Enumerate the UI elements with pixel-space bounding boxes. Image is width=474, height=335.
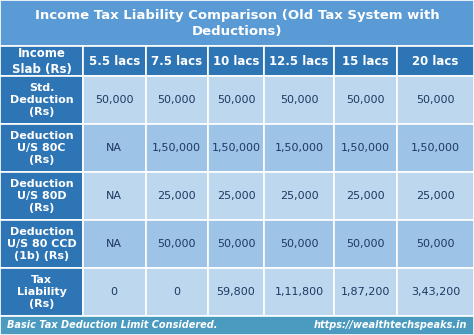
Bar — [264, 268, 334, 316]
Text: 59,800: 59,800 — [217, 287, 255, 297]
Text: 1,50,000: 1,50,000 — [152, 143, 201, 153]
Text: NA: NA — [106, 191, 122, 201]
Bar — [334, 124, 397, 172]
Text: 50,000: 50,000 — [157, 239, 196, 249]
Bar — [208, 46, 264, 76]
Text: 1,11,800: 1,11,800 — [274, 287, 324, 297]
Text: 1,50,000: 1,50,000 — [411, 143, 460, 153]
Text: 1,87,200: 1,87,200 — [341, 287, 390, 297]
Text: 50,000: 50,000 — [217, 239, 255, 249]
Text: 12.5 lacs: 12.5 lacs — [269, 55, 328, 68]
Bar — [334, 172, 397, 220]
Bar — [264, 124, 334, 172]
Bar — [83, 76, 146, 124]
Bar — [334, 220, 397, 268]
Text: 15 lacs: 15 lacs — [342, 55, 389, 68]
Text: 50,000: 50,000 — [280, 95, 319, 105]
Bar — [83, 172, 146, 220]
Text: 50,000: 50,000 — [416, 95, 455, 105]
Text: NA: NA — [106, 239, 122, 249]
Text: Income
Slab (Rs): Income Slab (Rs) — [11, 47, 72, 76]
Bar — [264, 172, 334, 220]
Bar — [397, 124, 474, 172]
Text: Deduction
U/S 80 CCD
(1b) (Rs): Deduction U/S 80 CCD (1b) (Rs) — [7, 227, 76, 261]
Bar — [397, 220, 474, 268]
Text: 50,000: 50,000 — [346, 95, 385, 105]
Text: 20 lacs: 20 lacs — [412, 55, 458, 68]
Text: 0: 0 — [111, 287, 118, 297]
Text: 3,43,200: 3,43,200 — [411, 287, 460, 297]
Text: Deduction
U/S 80D
(Rs): Deduction U/S 80D (Rs) — [9, 179, 73, 213]
Text: Basic Tax Deduction Limit Considered.: Basic Tax Deduction Limit Considered. — [7, 320, 218, 330]
Bar — [397, 268, 474, 316]
Text: 25,000: 25,000 — [416, 191, 455, 201]
Text: 10 lacs: 10 lacs — [213, 55, 259, 68]
Bar — [0, 76, 83, 124]
Bar — [0, 316, 474, 335]
Text: 50,000: 50,000 — [346, 239, 385, 249]
Bar — [208, 172, 264, 220]
Text: 50,000: 50,000 — [280, 239, 319, 249]
Text: 25,000: 25,000 — [217, 191, 255, 201]
Text: 50,000: 50,000 — [95, 95, 134, 105]
Bar — [264, 46, 334, 76]
Bar — [208, 268, 264, 316]
Text: Tax
Liability
(Rs): Tax Liability (Rs) — [17, 275, 66, 309]
Text: NA: NA — [106, 143, 122, 153]
Bar — [264, 76, 334, 124]
Text: 25,000: 25,000 — [280, 191, 319, 201]
Bar — [397, 46, 474, 76]
Bar — [397, 76, 474, 124]
Bar — [0, 220, 83, 268]
Bar — [0, 268, 83, 316]
Bar — [0, 0, 474, 46]
Text: 1,50,000: 1,50,000 — [274, 143, 324, 153]
Bar — [0, 46, 83, 76]
Bar — [83, 46, 146, 76]
Bar — [334, 76, 397, 124]
Bar — [0, 172, 83, 220]
Text: 1,50,000: 1,50,000 — [341, 143, 390, 153]
Text: 0: 0 — [173, 287, 180, 297]
Text: 50,000: 50,000 — [157, 95, 196, 105]
Text: https://wealthtechspeaks.in: https://wealthtechspeaks.in — [313, 320, 467, 330]
Bar — [146, 220, 208, 268]
Bar — [146, 124, 208, 172]
Bar — [264, 220, 334, 268]
Text: 5.5 lacs: 5.5 lacs — [89, 55, 140, 68]
Text: Deduction
U/S 80C
(Rs): Deduction U/S 80C (Rs) — [9, 131, 73, 165]
Text: 1,50,000: 1,50,000 — [211, 143, 261, 153]
Bar — [397, 172, 474, 220]
Bar — [0, 124, 83, 172]
Bar — [83, 268, 146, 316]
Text: Std.
Deduction
(Rs): Std. Deduction (Rs) — [9, 83, 73, 117]
Bar — [83, 124, 146, 172]
Bar — [146, 172, 208, 220]
Bar — [208, 220, 264, 268]
Text: Income Tax Liability Comparison (Old Tax System with
Deductions): Income Tax Liability Comparison (Old Tax… — [35, 9, 439, 38]
Bar — [208, 76, 264, 124]
Text: 50,000: 50,000 — [217, 95, 255, 105]
Text: 7.5 lacs: 7.5 lacs — [151, 55, 202, 68]
Text: 25,000: 25,000 — [157, 191, 196, 201]
Text: 50,000: 50,000 — [416, 239, 455, 249]
Bar — [334, 268, 397, 316]
Bar — [146, 46, 208, 76]
Bar — [208, 124, 264, 172]
Bar — [334, 46, 397, 76]
Bar — [146, 76, 208, 124]
Text: 25,000: 25,000 — [346, 191, 385, 201]
Bar — [146, 268, 208, 316]
Bar — [83, 220, 146, 268]
